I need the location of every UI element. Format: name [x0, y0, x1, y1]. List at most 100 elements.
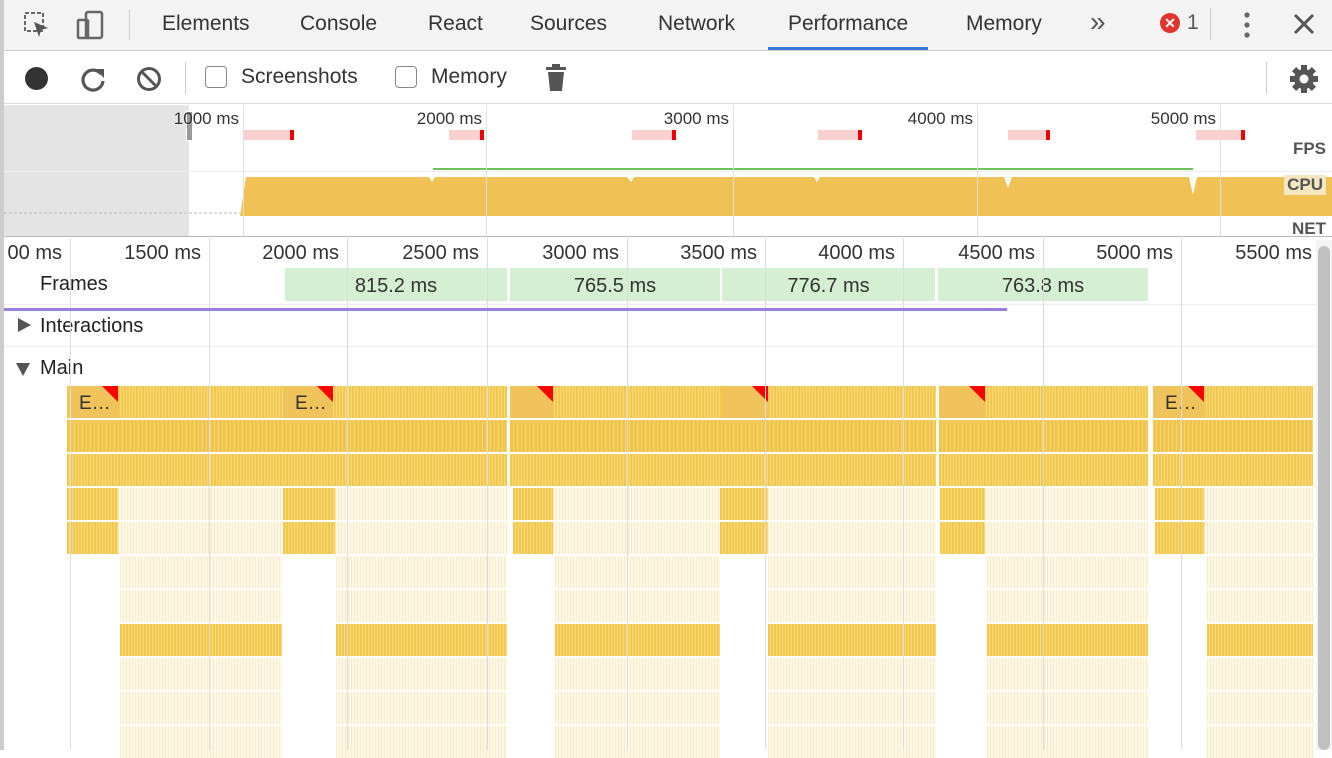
- flame-event[interactable]: [555, 692, 720, 724]
- flame-event[interactable]: [120, 624, 282, 656]
- flame-event[interactable]: [768, 488, 936, 520]
- flame-event[interactable]: [67, 488, 118, 520]
- flame-event[interactable]: [987, 556, 1148, 588]
- trash-icon[interactable]: [545, 64, 567, 97]
- flame-event[interactable]: [940, 522, 985, 554]
- clear-icon[interactable]: [136, 66, 162, 97]
- flame-event[interactable]: [67, 522, 118, 554]
- flame-event[interactable]: [768, 726, 936, 758]
- flame-event[interactable]: [768, 590, 936, 622]
- event-task-long[interactable]: E…: [67, 386, 118, 418]
- event-task-long[interactable]: [722, 386, 768, 418]
- flame-event[interactable]: [118, 522, 283, 554]
- overview-selection-handle[interactable]: [186, 111, 193, 141]
- flame-event[interactable]: [987, 624, 1148, 656]
- flame-event[interactable]: [985, 488, 1148, 520]
- flame-event[interactable]: [555, 726, 720, 758]
- flame-event[interactable]: [940, 488, 985, 520]
- record-button[interactable]: [25, 67, 48, 90]
- kebab-menu-icon[interactable]: [1243, 12, 1251, 40]
- flame-event[interactable]: [1204, 488, 1313, 520]
- flame-event[interactable]: [335, 522, 507, 554]
- frame-bar[interactable]: 815.2 ms: [285, 268, 507, 301]
- flame-event[interactable]: [1207, 692, 1313, 724]
- main-track-label[interactable]: Main: [40, 357, 84, 379]
- inspect-element-icon[interactable]: [24, 12, 50, 38]
- frame-bar[interactable]: 776.7 ms: [722, 268, 935, 301]
- flame-event[interactable]: [987, 692, 1148, 724]
- flame-event[interactable]: [513, 488, 553, 520]
- flame-event[interactable]: [768, 658, 936, 690]
- flame-event[interactable]: [985, 522, 1148, 554]
- flame-event[interactable]: [510, 420, 936, 452]
- device-toolbar-icon[interactable]: [76, 10, 106, 40]
- flame-event[interactable]: [987, 658, 1148, 690]
- flame-event[interactable]: [67, 420, 507, 452]
- flame-event[interactable]: [768, 556, 936, 588]
- flame-event[interactable]: [120, 692, 282, 724]
- flame-event[interactable]: [768, 692, 936, 724]
- flame-event[interactable]: [720, 522, 768, 554]
- flame-event[interactable]: [1153, 454, 1313, 486]
- flame-event[interactable]: [555, 658, 720, 690]
- flame-event[interactable]: [1207, 726, 1313, 758]
- flame-event[interactable]: [987, 726, 1148, 758]
- flame-event[interactable]: [336, 692, 507, 724]
- event-task-long[interactable]: E…: [283, 386, 333, 418]
- more-tabs-button[interactable]: »: [1090, 6, 1106, 37]
- flame-event[interactable]: [768, 624, 936, 656]
- tab-elements[interactable]: Elements: [162, 12, 250, 35]
- tab-react[interactable]: React: [428, 12, 483, 35]
- flame-event[interactable]: [555, 556, 720, 588]
- interactions-track-label[interactable]: Interactions: [40, 315, 144, 337]
- flame-event[interactable]: [1155, 488, 1204, 520]
- flame-event[interactable]: [1207, 624, 1313, 656]
- reload-record-icon[interactable]: [80, 66, 106, 97]
- flame-event[interactable]: [987, 590, 1148, 622]
- flame-event[interactable]: [118, 488, 283, 520]
- flame-event[interactable]: [513, 522, 553, 554]
- flame-event[interactable]: [1155, 522, 1204, 554]
- flame-event[interactable]: [768, 522, 936, 554]
- flame-event[interactable]: [120, 556, 282, 588]
- error-icon[interactable]: ✕: [1160, 13, 1180, 33]
- event-task-long[interactable]: [510, 386, 553, 418]
- flame-event[interactable]: [335, 488, 507, 520]
- flame-event[interactable]: [283, 522, 335, 554]
- memory-checkbox[interactable]: [395, 66, 417, 88]
- screenshots-label[interactable]: Screenshots: [241, 65, 358, 88]
- tab-console[interactable]: Console: [300, 12, 378, 35]
- flame-event[interactable]: [1207, 590, 1313, 622]
- flame-event[interactable]: [336, 590, 507, 622]
- flame-event[interactable]: [720, 488, 768, 520]
- flame-event[interactable]: [336, 556, 507, 588]
- flame-event[interactable]: [555, 590, 720, 622]
- flame-event[interactable]: [67, 454, 507, 486]
- main-collapse-icon[interactable]: [16, 363, 30, 376]
- tab-network[interactable]: Network: [658, 12, 736, 35]
- screenshots-checkbox[interactable]: [205, 66, 227, 88]
- vertical-scrollbar-thumb[interactable]: [1318, 246, 1330, 750]
- flame-event[interactable]: [1204, 522, 1313, 554]
- flame-event[interactable]: [510, 454, 936, 486]
- flame-event[interactable]: [120, 590, 282, 622]
- flame-event[interactable]: [120, 726, 282, 758]
- flame-event[interactable]: [283, 488, 335, 520]
- memory-label[interactable]: Memory: [431, 65, 507, 88]
- flame-event[interactable]: [120, 658, 282, 690]
- flame-event[interactable]: [336, 658, 507, 690]
- frame-bar[interactable]: 765.5 ms: [510, 268, 720, 301]
- settings-gear-icon[interactable]: [1289, 64, 1319, 99]
- error-count[interactable]: 1: [1187, 11, 1199, 34]
- tab-performance[interactable]: Performance: [768, 0, 929, 50]
- flame-event[interactable]: [555, 624, 720, 656]
- tab-sources[interactable]: Sources: [530, 12, 608, 35]
- tab-memory[interactable]: Memory: [966, 12, 1042, 35]
- event-task-long[interactable]: E…: [1153, 386, 1204, 418]
- timeline-overview[interactable]: FPS CPU NET 1000 ms 2000 ms 3000 ms 4000 ms…: [4, 105, 1332, 237]
- flame-event[interactable]: [553, 488, 720, 520]
- flame-event[interactable]: [1207, 556, 1313, 588]
- close-icon[interactable]: [1293, 13, 1315, 40]
- event-task-long[interactable]: [940, 386, 985, 418]
- flame-event[interactable]: [336, 624, 507, 656]
